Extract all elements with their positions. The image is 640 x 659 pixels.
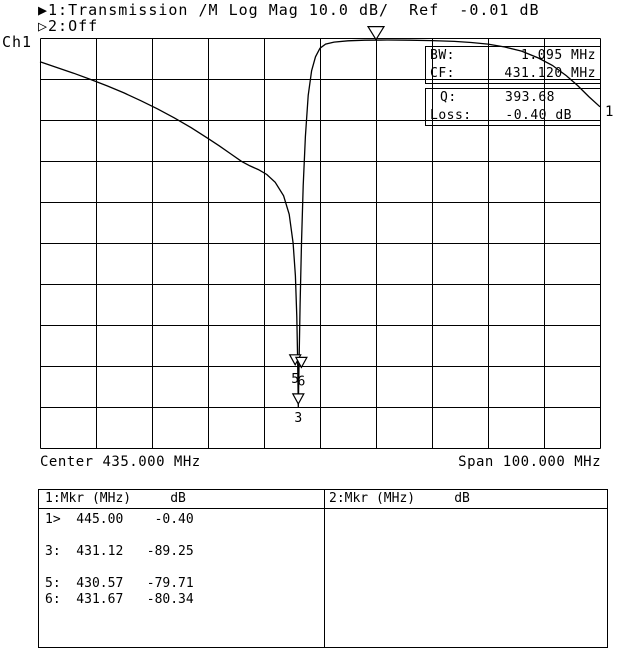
- q-label: Q:: [440, 90, 457, 105]
- trace1-settings-text: 1:Transmission /M Log Mag 10.0 dB/ Ref -…: [48, 1, 540, 19]
- trace1-measurement-line: ▶1:Transmission /M Log Mag 10.0 dB/ Ref …: [38, 2, 540, 18]
- trace2-measurement-line: ▷2:Off: [38, 18, 98, 34]
- bw-value: 1.095 MHz: [521, 48, 596, 63]
- marker-row-1: 1> 445.00 -0.40: [45, 512, 194, 527]
- center-frequency-label: Center 435.000 MHz: [40, 454, 201, 470]
- marker-row-5: 5: 430.57 -79.71: [45, 576, 194, 591]
- span-label: Span 100.000 MHz: [458, 454, 601, 470]
- marker-row-3: 3: 431.12 -89.25: [45, 544, 194, 559]
- bw-label: BW:: [430, 48, 455, 63]
- cf-value: 431.120 MHz: [504, 66, 596, 81]
- q-loss-result-box: Q: 393.68 Loss: -0.40 dB: [425, 88, 601, 126]
- cf-label: CF:: [430, 66, 455, 81]
- marker-3-label: 3: [294, 411, 302, 426]
- q-row: Q: 393.68: [426, 89, 600, 107]
- marker-1-icon: [366, 26, 386, 41]
- channel-label: Ch1: [2, 33, 33, 51]
- marker-table-header: 1:Mkr (MHz) dB 2:Mkr (MHz) dB: [39, 490, 607, 509]
- loss-value: -0.40 dB: [505, 108, 572, 123]
- marker-table-header-col1: 1:Mkr (MHz) dB: [45, 491, 186, 506]
- bandwidth-result-box: BW: 1.095 MHz CF: 431.120 MHz: [425, 46, 601, 84]
- frequency-axis-labels: Center 435.000 MHz Span 100.000 MHz: [40, 454, 601, 470]
- marker-6-label: 6: [297, 374, 305, 389]
- marker-table-header-col2: 2:Mkr (MHz) dB: [329, 491, 470, 506]
- trace1-active-icon: ▶: [38, 1, 49, 19]
- loss-row: Loss: -0.40 dB: [426, 107, 600, 125]
- marker-table-divider: [324, 490, 325, 647]
- marker-table: 1:Mkr (MHz) dB 2:Mkr (MHz) dB 1> 445.00 …: [38, 489, 608, 648]
- loss-label: Loss:: [430, 108, 472, 123]
- trace-1-curve: [39, 39, 601, 408]
- marker-6-icon: [294, 356, 308, 369]
- marker-3-icon: [291, 393, 305, 406]
- marker-row-6: 6: 431.67 -80.34: [45, 592, 194, 607]
- bw-row: BW: 1.095 MHz: [426, 47, 600, 65]
- trace1-right-edge-id: 1: [605, 104, 614, 120]
- trace2-inactive-icon: ▷: [38, 17, 49, 35]
- trace2-settings-text: 2:Off: [48, 17, 99, 35]
- marker-5-label: 5: [291, 372, 299, 387]
- q-value: 393.68: [505, 90, 555, 105]
- cf-row: CF: 431.120 MHz: [426, 65, 600, 83]
